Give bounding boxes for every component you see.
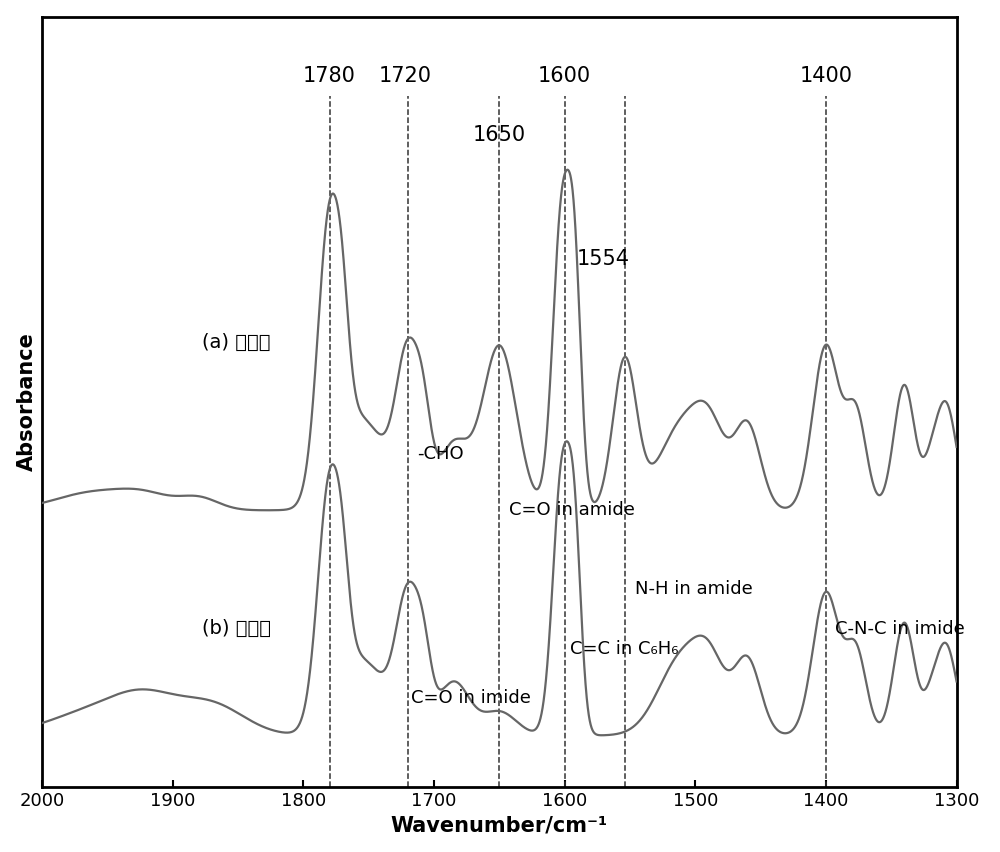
Text: 1554: 1554 <box>577 249 630 268</box>
X-axis label: Wavenumber/cm⁻¹: Wavenumber/cm⁻¹ <box>391 815 608 835</box>
Text: 1720: 1720 <box>379 66 432 86</box>
Text: -CHO: -CHO <box>417 445 464 463</box>
Text: C-N-C in imide: C-N-C in imide <box>835 620 965 638</box>
Text: 1600: 1600 <box>538 66 591 86</box>
Text: (a) 改性后: (a) 改性后 <box>202 333 270 352</box>
Text: C=C in C₆H₆: C=C in C₆H₆ <box>570 640 678 658</box>
Text: (b) 改性前: (b) 改性前 <box>202 619 271 638</box>
Y-axis label: Absorbance: Absorbance <box>17 332 37 471</box>
Text: N-H in amide: N-H in amide <box>635 580 753 598</box>
Text: C=O in imide: C=O in imide <box>411 689 530 707</box>
Text: 1650: 1650 <box>473 125 526 145</box>
Text: C=O in amide: C=O in amide <box>509 502 634 520</box>
Text: 1780: 1780 <box>303 66 356 86</box>
Text: 1400: 1400 <box>799 66 852 86</box>
